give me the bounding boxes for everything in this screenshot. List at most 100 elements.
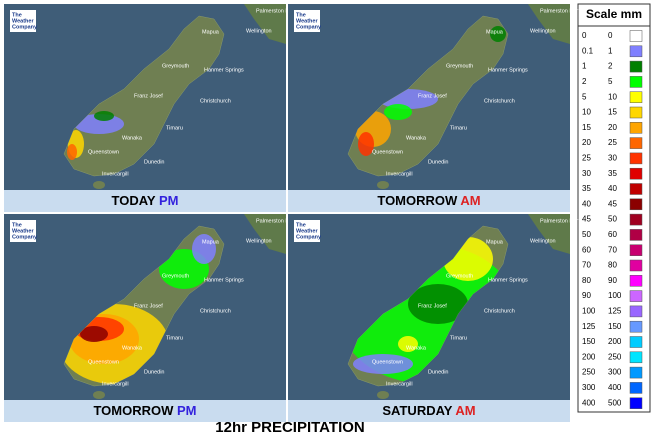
scale-to: 20 [608,123,617,132]
precip-area [358,132,374,156]
scale-to: 30 [608,154,617,163]
caption-day: SATURDAY [382,403,452,418]
scale-to: 50 [608,215,617,224]
scale-to: 200 [608,337,622,346]
scale-swatch [629,167,643,180]
scale-swatch [629,45,643,58]
city-label: Wellington [530,28,556,34]
scale-swatch [629,366,643,379]
precip-area [408,284,468,324]
scale-swatch [629,305,643,318]
scale-to: 125 [608,307,622,316]
scale-from: 300 [582,383,596,392]
scale-from: 40 [582,199,591,208]
city-label: Franz Josef [134,93,163,99]
caption-period: AM [455,403,475,418]
city-label: Hanmer Springs [204,277,244,283]
city-label: Palmerston North [540,8,583,14]
scale-to: 0 [608,31,613,40]
city-label: Franz Josef [418,93,447,99]
scale-swatch [629,275,643,287]
city-label: Palmerston North [540,218,583,224]
caption-bar [288,190,570,212]
scale-to: 300 [608,368,622,377]
logo-text: The [12,222,22,228]
scale-swatch [629,30,643,42]
city-label: Wanaka [406,345,427,351]
city-label: Greymouth [446,273,473,279]
caption-bar [4,400,286,422]
city-label: Greymouth [446,63,473,69]
city-label: Christchurch [484,98,515,104]
scale-swatch [629,60,643,73]
city-label: Wellington [530,238,556,244]
scale-swatch [629,259,643,272]
logo-box [10,10,36,32]
city-label: Hanmer Springs [488,67,528,73]
scale-from: 10 [582,108,591,117]
city-label: Dunedin [428,369,449,375]
scale-swatch [629,122,643,134]
city-label: Mapua [486,29,504,35]
scale-from: 80 [582,276,591,285]
city-label: Mapua [202,29,220,35]
scale-swatch [629,76,643,88]
caption-bar [288,400,570,422]
scale-swatch [629,351,643,364]
scale-swatch [629,106,643,119]
scale-to: 5 [608,77,613,86]
logo-box [294,220,320,242]
precip-area [80,326,108,342]
south-island [63,15,225,177]
stewart-island [377,181,389,189]
scale-to: 15 [608,108,617,117]
caption: SATURDAY AM [382,403,475,418]
scale-swatch [629,320,643,333]
city-label: Palmerston North [256,8,299,14]
scale-from: 45 [582,215,591,224]
north-island [528,4,570,44]
caption-period: AM [460,193,480,208]
logo-text: Weather [296,18,318,24]
caption-day: TOMORROW [377,193,458,208]
scale-from: 70 [582,261,591,270]
scale-from: 250 [582,368,596,377]
city-label: Greymouth [162,273,189,279]
stewart-island [93,391,105,399]
scale-title: Scale mm [586,7,642,21]
caption: TOMORROW AM [377,193,480,208]
logo-text: Company [296,24,322,30]
scale-swatch [629,198,643,211]
scale-to: 90 [608,276,617,285]
city-label: Franz Josef [134,303,163,309]
scale-from: 25 [582,154,591,163]
city-label: Queenstown [88,149,119,155]
caption-bar [4,190,286,212]
caption-day: TODAY [112,193,156,208]
precip-area [192,234,216,264]
city-label: Wellington [246,28,272,34]
precip-area [490,26,506,42]
precip-layer [64,234,216,384]
caption-day: TOMORROW [93,403,174,418]
scale-to: 40 [608,184,617,193]
scale-to: 10 [608,92,617,101]
scale-from: 400 [582,398,596,407]
scale-to: 60 [608,230,617,239]
scale-swatch [629,213,643,226]
scale-swatch [629,183,643,195]
logo-text: Weather [296,228,318,234]
scale-to: 500 [608,398,622,407]
scale-from: 100 [582,307,596,316]
city-label: Timaru [450,125,467,131]
precip-layer [67,111,124,160]
caption: TOMORROW PM [93,403,196,418]
city-label: Wellington [246,238,272,244]
scale-to: 2 [608,62,613,71]
scale-swatch [629,91,643,103]
stewart-island [377,391,389,399]
scale-from: 1 [582,62,587,71]
city-label: Mapua [202,239,220,245]
